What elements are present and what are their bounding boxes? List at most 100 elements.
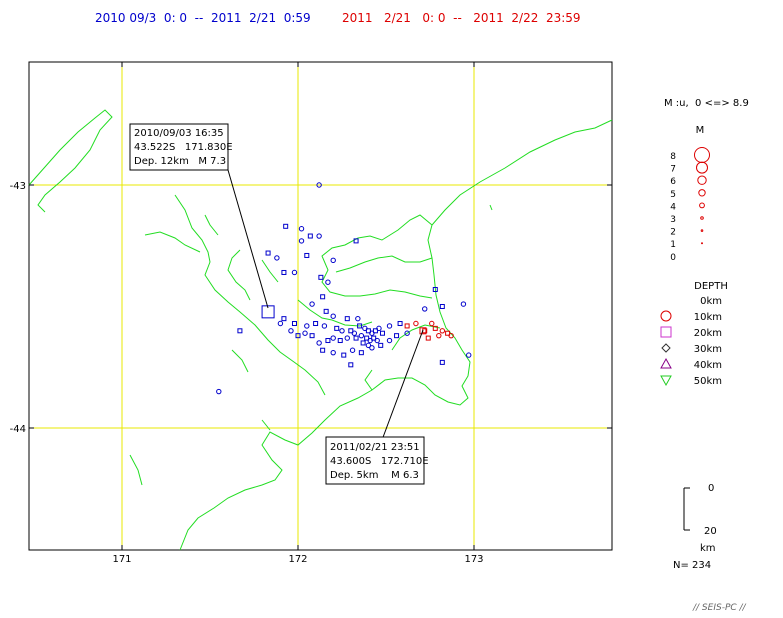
callout-1-box	[129, 123, 229, 171]
magnitude-label: 0	[670, 253, 676, 263]
quake-point	[394, 333, 400, 339]
quake-point	[432, 325, 438, 331]
coast-segment-12	[129, 454, 143, 486]
quake-point	[325, 338, 331, 344]
quake-point	[358, 332, 365, 339]
quake-point	[321, 323, 328, 329]
quake-point	[376, 325, 382, 332]
quake-point	[281, 269, 287, 275]
quake-point	[358, 350, 364, 356]
depth-scale: 0km 10km 20km 30km 40km 50km	[660, 296, 722, 387]
quake-point	[274, 255, 280, 261]
magnitude-label: 3	[670, 215, 676, 225]
quake-point	[378, 342, 384, 348]
quake-point	[466, 352, 472, 358]
quake-point	[277, 320, 284, 327]
coast-segment-10	[364, 369, 373, 391]
quake-point	[330, 313, 336, 319]
mainshock-2011-marker	[419, 327, 427, 335]
magnitude-symbol	[697, 175, 707, 185]
lon-label-173: 173	[464, 554, 483, 565]
triangle-icon	[660, 357, 672, 369]
coast-segment-4	[174, 194, 326, 396]
square-icon	[660, 326, 672, 338]
quake-point	[309, 301, 315, 307]
quake-point	[320, 294, 326, 300]
quake-point	[283, 223, 289, 229]
quake-point	[379, 330, 385, 336]
magnitude-label: 7	[670, 165, 676, 175]
quake-point	[341, 352, 347, 358]
magnitude-label: 1	[670, 240, 676, 250]
quake-point	[413, 320, 419, 327]
callout-1-depth-mag: Dep. 12km M 7.3	[134, 156, 226, 167]
coast-segment-6	[204, 214, 219, 236]
quake-point	[439, 304, 445, 309]
quake-point	[281, 316, 287, 322]
quake-point	[288, 328, 294, 334]
quake-point	[404, 323, 410, 329]
inverted-triangle-icon	[660, 375, 672, 387]
magnitude-symbol	[701, 242, 703, 245]
lat-label-44: -44	[10, 424, 26, 435]
mainshock-callout-2011: 2011/02/21 23:51 43.600S 172.710E Dep. 5…	[325, 436, 429, 485]
quake-point	[298, 238, 305, 244]
scale-bar-top-label: 0	[708, 483, 714, 494]
coast-segment-3	[335, 255, 433, 273]
quake-point	[365, 342, 372, 349]
scale-bar-bottom-label: 20	[704, 526, 717, 537]
coast-segment-11	[231, 349, 249, 373]
quake-point	[353, 335, 359, 341]
time-range-blue: 2010 09/3 0: 0 -- 2011 2/21 0:59	[95, 11, 311, 25]
lat-lon-grid	[29, 62, 612, 550]
callout-2-box	[325, 436, 425, 485]
quake-point	[307, 233, 313, 239]
magnitude-symbol	[700, 216, 704, 220]
quake-point	[302, 330, 308, 336]
magnitude-title: M	[696, 125, 705, 136]
coast-segment-2	[321, 214, 433, 299]
quake-point	[425, 335, 431, 341]
depth-label: 0km	[700, 296, 722, 307]
coastline	[28, 109, 613, 551]
earthquake-markers	[216, 182, 472, 395]
quake-point	[348, 328, 354, 334]
depth-label: 10km	[694, 312, 722, 323]
coast-segment-8	[297, 299, 373, 327]
magnitude-label: 6	[670, 177, 676, 187]
quake-point	[298, 226, 305, 232]
magnitude-range: M :u, 0 <=> 8.9	[664, 98, 749, 109]
quake-point	[422, 306, 428, 312]
lat-label-43: -43	[10, 181, 26, 192]
quake-point	[295, 333, 301, 339]
quake-point	[436, 332, 442, 339]
callout-1-leader	[227, 169, 269, 309]
map-panel: 2010/09/03 16:35 43.522S 171.830E Dep. 1…	[10, 61, 613, 565]
quake-point	[237, 328, 243, 334]
quake-point	[330, 257, 336, 264]
quake-point	[404, 330, 410, 336]
depth-scale-bar: 0 20 km	[683, 483, 717, 554]
quake-point	[304, 252, 310, 258]
coast-segment-0	[28, 109, 113, 213]
magnitude-symbol	[696, 161, 708, 174]
quake-point	[339, 328, 345, 334]
quake-point	[316, 233, 322, 239]
quake-point	[349, 347, 356, 353]
quake-point	[330, 349, 336, 356]
quake-point	[365, 328, 371, 334]
quake-point	[372, 328, 378, 334]
quake-point	[432, 286, 438, 292]
quake-point	[313, 321, 319, 327]
magnitude-symbol	[694, 147, 710, 163]
coast-segment-5	[227, 249, 251, 301]
coast-segment-15	[489, 204, 493, 211]
callout-2-time: 2011/02/21 23:51	[330, 442, 420, 453]
coast-segment-14	[144, 231, 201, 253]
quake-point	[320, 347, 326, 353]
quake-point	[429, 320, 435, 327]
callout-2-location: 43.600S 172.710E	[330, 456, 429, 467]
quake-point	[439, 328, 446, 334]
